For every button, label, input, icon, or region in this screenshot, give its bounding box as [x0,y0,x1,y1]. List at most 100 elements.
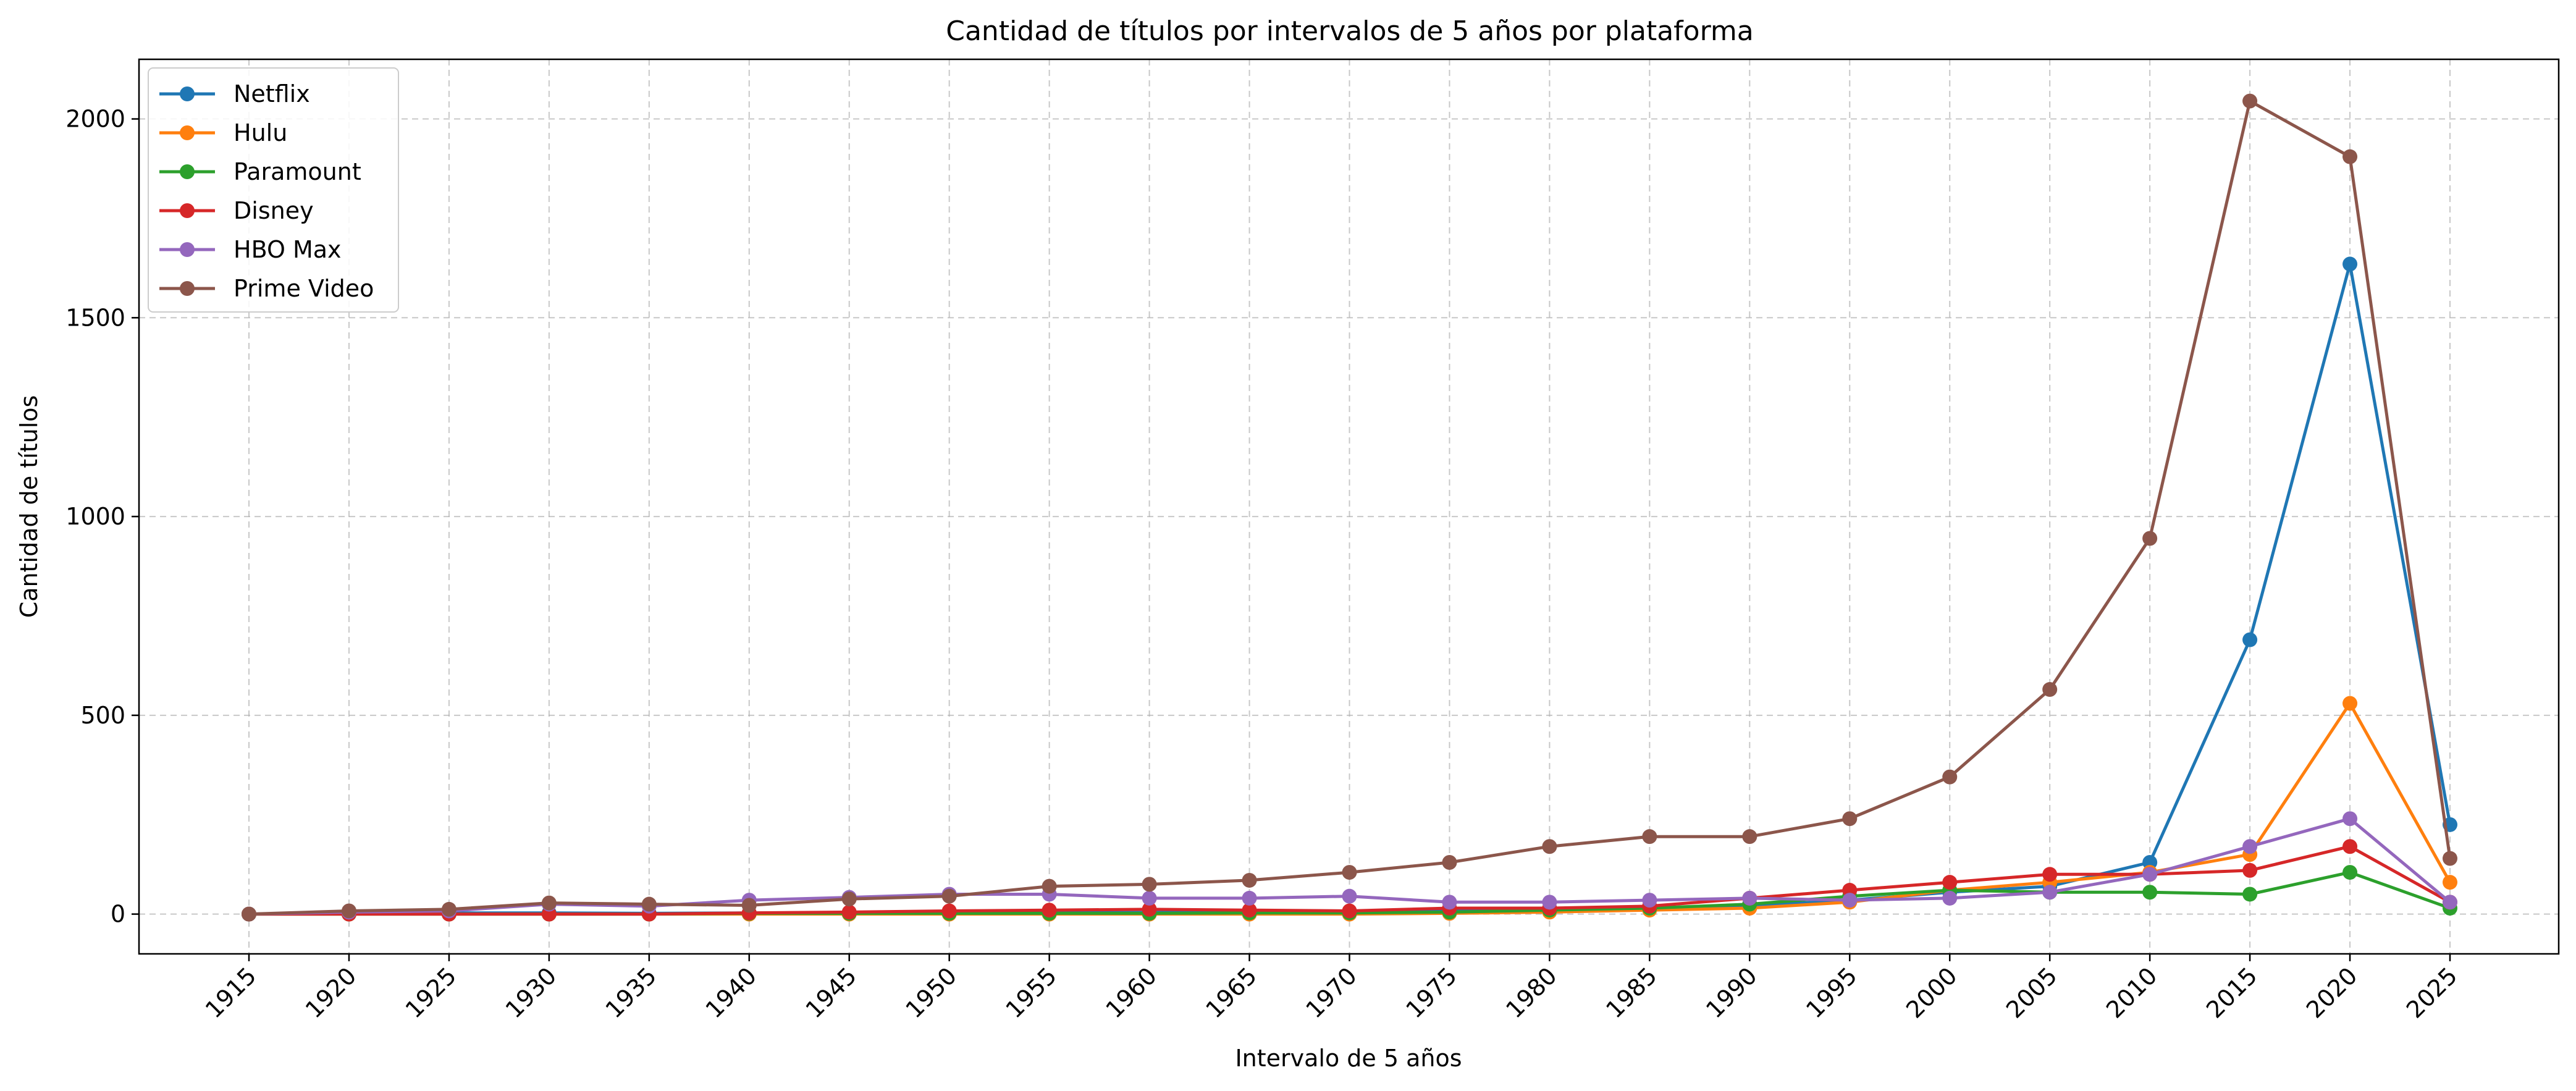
data-point-disney [941,903,957,919]
data-point-netflix [2242,632,2258,647]
y-tick-label: 500 [80,702,125,729]
y-tick-label: 0 [111,901,125,928]
legend-label: Hulu [234,119,287,146]
legend-item-hbo-max: HBO Max [159,236,342,263]
data-point-prime-video [941,888,957,904]
data-point-prime-video [2042,682,2058,697]
legend-label: Prime Video [234,275,374,302]
data-point-disney [1942,875,1958,890]
x-axis-label: Intervalo de 5 años [1235,1045,1462,1072]
data-point-hbo-max [1842,893,1858,908]
legend-item-netflix: Netflix [159,80,310,107]
legend-item-hulu: Hulu [159,119,287,146]
data-point-prime-video [1342,865,1357,880]
data-point-hulu [2342,696,2358,711]
legend-item-prime-video: Prime Video [159,275,374,302]
data-point-prime-video [2142,531,2158,546]
data-point-prime-video [2443,851,2457,866]
grid [139,59,2559,954]
data-point-disney [2242,862,2258,878]
data-point-prime-video [2242,93,2258,109]
data-point-prime-video [2342,149,2358,164]
data-point-prime-video [441,901,457,917]
x-tick-label: 2000 [1901,962,1963,1024]
legend-marker [180,242,195,257]
series-hbo-max [242,811,2457,922]
data-point-hbo-max [1642,893,1657,908]
x-tick-label: 1935 [600,962,662,1024]
data-point-paramount [2142,885,2158,900]
y-tick-label: 2000 [65,106,125,133]
x-tick-label: 1985 [1601,962,1662,1024]
data-point-prime-video [641,896,657,912]
legend-label: HBO Max [234,236,342,263]
data-point-prime-video [1542,839,1557,854]
legend-item-paramount: Paramount [159,158,361,185]
data-point-prime-video [541,895,557,911]
x-axis-ticks: 1915 1920 1925 1930 1935 1940 1945 1950 1955 1960… [200,954,2463,1024]
data-point-disney [841,904,857,920]
x-tick-label: 1955 [1000,962,1062,1024]
y-tick-label: 1000 [65,503,125,530]
x-tick-label: 1940 [701,962,762,1024]
y-axis-label: Cantidad de títulos [15,395,43,618]
data-point-disney [2342,839,2358,854]
x-tick-label: 1915 [200,962,262,1024]
data-point-hulu [2443,875,2457,890]
x-tick-label: 2005 [2001,962,2063,1024]
data-point-prime-video [741,898,757,913]
x-tick-label: 1925 [400,962,462,1024]
chart-title: Cantidad de títulos por intervalos de 5 … [946,15,1753,47]
data-point-prime-video [841,891,857,907]
data-point-disney [2042,867,2058,882]
series-prime-video [242,93,2457,922]
x-tick-label: 1930 [500,962,562,1024]
data-point-hbo-max [1942,890,1958,906]
data-point-disney [1242,903,1257,918]
legend-marker [180,281,195,296]
data-point-hbo-max [1142,890,1157,906]
data-point-hbo-max [2342,811,2358,827]
data-point-hbo-max [1542,895,1557,910]
legend-label: Disney [234,197,314,224]
x-tick-label: 2025 [2401,962,2463,1024]
data-point-hbo-max [1242,890,1257,906]
data-point-disney [1142,901,1157,917]
data-point-prime-video [341,903,356,919]
legend-label: Netflix [234,80,310,107]
legend-item-disney: Disney [159,197,314,224]
data-point-hbo-max [1342,888,1357,904]
data-point-prime-video [1742,829,1757,845]
data-point-prime-video [1042,878,1057,894]
data-point-hbo-max [2042,885,2058,900]
series-layer [242,93,2457,922]
legend-marker [180,203,195,218]
x-tick-label: 1965 [1200,962,1262,1024]
data-point-hbo-max [2142,867,2158,882]
data-point-paramount [2242,887,2258,902]
x-tick-label: 1990 [1701,962,1762,1024]
x-tick-label: 1920 [300,962,362,1024]
data-point-hbo-max [2443,895,2457,910]
x-tick-label: 1995 [1801,962,1863,1024]
data-point-disney [1342,903,1357,919]
legend-marker [180,86,195,101]
data-point-prime-video [1142,877,1157,892]
x-tick-label: 1950 [901,962,962,1024]
data-point-hbo-max [1442,895,1457,910]
x-tick-label: 2010 [2101,962,2163,1024]
x-tick-label: 1960 [1100,962,1162,1024]
data-point-prime-video [1242,872,1257,888]
data-point-disney [1042,903,1057,918]
x-tick-label: 1980 [1501,962,1562,1024]
legend: Netflix Hulu Paramount Disney HBO Max Prime V… [148,67,399,313]
data-point-prime-video [1642,829,1657,845]
legend-marker [180,125,195,140]
data-point-hbo-max [2242,839,2258,854]
x-tick-label: 1975 [1400,962,1462,1024]
data-point-prime-video [242,906,256,922]
x-tick-label: 1970 [1300,962,1362,1024]
x-tick-label: 2020 [2301,962,2363,1024]
